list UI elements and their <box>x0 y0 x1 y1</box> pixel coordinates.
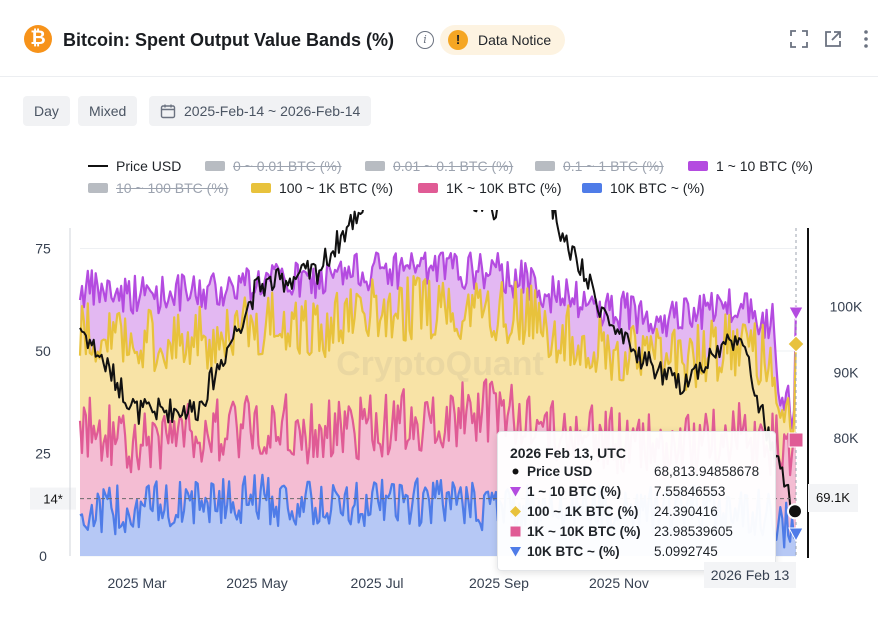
tooltip-series: 1K ~ 10K BTC (%) <box>510 524 654 539</box>
date-range-label: 2025-Feb-14 ~ 2026-Feb-14 <box>184 103 361 119</box>
tooltip-value: 68,813.94858678 <box>654 464 760 479</box>
x-tick-label: 2025 Nov <box>589 575 649 591</box>
marker-100-1k <box>787 335 805 353</box>
marker-1k-10k <box>788 432 804 448</box>
triangle-down-marker-icon <box>510 487 521 497</box>
band-1-10-line <box>78 251 798 430</box>
legend-swatch <box>365 161 385 171</box>
legend-label: 0.01 ~ 0.1 BTC (%) <box>393 158 514 174</box>
tooltip-series-name: 1K ~ 10K BTC (%) <box>527 524 641 539</box>
legend-label: 10 ~ 100 BTC (%) <box>116 180 229 196</box>
legend-label: 1K ~ 10K BTC (%) <box>446 180 562 196</box>
price-marker <box>787 503 803 520</box>
band-100-1k-area <box>80 276 796 479</box>
tooltip-series: 1 ~ 10 BTC (%) <box>510 484 654 499</box>
mixed-button[interactable]: Mixed <box>78 96 138 126</box>
tooltip-value: 24.390416 <box>654 504 718 519</box>
tooltip-series-name: 100 ~ 1K BTC (%) <box>527 504 639 519</box>
dot-marker-icon <box>512 468 519 475</box>
legend-item-1[interactable]: 0 ~ 0.01 BTC (%) <box>205 158 342 174</box>
y-left-tick-label: 50 <box>35 343 51 359</box>
calendar-icon <box>160 104 176 119</box>
tooltip-row: 1 ~ 10 BTC (%) 7.55846553 <box>510 484 772 499</box>
marker-1-10 <box>788 306 804 322</box>
legend-item-6[interactable]: 100 ~ 1K BTC (%) <box>251 180 393 196</box>
current-price-label: 69.1K <box>808 484 858 512</box>
tooltip-value: 23.98539605 <box>654 524 733 539</box>
bitcoin-logo-icon: ₿ <box>24 25 52 53</box>
y-left-tick-label: 0 <box>39 548 47 564</box>
legend-label: 0 ~ 0.01 BTC (%) <box>233 158 342 174</box>
marker-10k-plus <box>788 527 804 543</box>
external-link-icon[interactable] <box>823 29 843 49</box>
triangle-down-marker-icon <box>510 547 521 557</box>
reference-label-bg <box>30 487 76 510</box>
tooltip-series-name: Price USD <box>527 464 593 479</box>
tooltip-value: 5.0992745 <box>654 544 718 559</box>
y-left-tick-label: 75 <box>35 241 51 257</box>
legend-item-3[interactable]: 0.1 ~ 1 BTC (%) <box>535 158 664 174</box>
tooltip-value: 7.55846553 <box>654 484 726 499</box>
data-notice-label: Data Notice <box>478 32 552 48</box>
x-tick-label: 2025 Sep <box>469 575 529 591</box>
y-right-tick-label: 80K <box>834 430 860 446</box>
x-tick-label: 2025 Mar <box>107 575 166 591</box>
tooltip-series: 100 ~ 1K BTC (%) <box>510 504 654 519</box>
legend-label: 1 ~ 10 BTC (%) <box>716 158 813 174</box>
tooltip-series-name: 1 ~ 10 BTC (%) <box>527 484 622 499</box>
legend-label: 10K BTC ~ (%) <box>610 180 705 196</box>
price-usd-line <box>79 210 797 512</box>
band-1-10-area <box>80 252 796 441</box>
data-notice-button[interactable]: ! Data Notice <box>440 25 566 55</box>
y-right-tick-label: 100K <box>830 299 863 315</box>
tooltip-series: Price USD <box>510 464 654 479</box>
legend-swatch <box>418 183 438 193</box>
legend-swatch <box>582 183 602 193</box>
page-title: Bitcoin: Spent Output Value Bands (%) <box>63 30 395 50</box>
y-left-tick-label: 25 <box>35 446 51 462</box>
tooltip-date: 2026 Feb 13, UTC <box>510 445 626 461</box>
legend-swatch <box>688 161 708 171</box>
legend-item-4[interactable]: 1 ~ 10 BTC (%) <box>688 158 813 174</box>
legend-swatch <box>205 161 225 171</box>
band-100-1k-line <box>78 275 798 442</box>
warning-icon: ! <box>448 30 468 50</box>
square-marker-icon <box>510 526 521 537</box>
tooltip-series: 10K BTC ~ (%) <box>510 544 654 559</box>
tooltip-row: 100 ~ 1K BTC (%) 24.390416 <box>510 504 772 519</box>
legend-item-5[interactable]: 10 ~ 100 BTC (%) <box>88 180 228 196</box>
reference-label: 14* <box>43 492 63 507</box>
tooltip-series-name: 10K BTC ~ (%) <box>527 544 620 559</box>
legend-swatch <box>251 183 271 193</box>
legend-swatch <box>535 161 555 171</box>
tooltip-row: Price USD 68,813.94858678 <box>510 464 772 479</box>
legend-label: Price USD <box>116 158 182 174</box>
legend-item-2[interactable]: 0.01 ~ 0.1 BTC (%) <box>365 158 513 174</box>
x-tick-label: 2025 May <box>226 575 287 591</box>
more-vertical-icon[interactable] <box>856 29 876 49</box>
date-range-picker[interactable]: 2025-Feb-14 ~ 2026-Feb-14 <box>149 96 372 126</box>
tooltip-row: 1K ~ 10K BTC (%) 23.98539605 <box>510 524 772 539</box>
info-icon[interactable]: i <box>416 31 434 49</box>
chart-tooltip: 2026 Feb 13, UTC Price USD 68,813.9485867… <box>497 431 776 571</box>
chart-header: ₿ Bitcoin: Spent Output Value Bands (%) … <box>0 0 878 77</box>
legend-item-7[interactable]: 1K ~ 10K BTC (%) <box>418 180 562 196</box>
legend-item-0[interactable]: Price USD <box>88 158 181 174</box>
diamond-marker-icon <box>510 506 521 517</box>
legend-label: 100 ~ 1K BTC (%) <box>279 180 393 196</box>
day-button[interactable]: Day <box>23 96 70 126</box>
crosshair-date-label: 2026 Feb 13 <box>704 562 796 588</box>
legend-item-8[interactable]: 10K BTC ~ (%) <box>582 180 705 196</box>
x-tick-label: 2025 Jul <box>351 575 404 591</box>
legend-label: 0.1 ~ 1 BTC (%) <box>563 158 664 174</box>
fullscreen-icon[interactable] <box>789 29 809 49</box>
watermark-text: CryptoQuant <box>336 345 544 383</box>
tooltip-row: 10K BTC ~ (%) 5.0992745 <box>510 544 772 559</box>
y-right-tick-label: 90K <box>834 364 860 380</box>
legend-swatch <box>88 165 108 167</box>
legend-swatch <box>88 183 108 193</box>
